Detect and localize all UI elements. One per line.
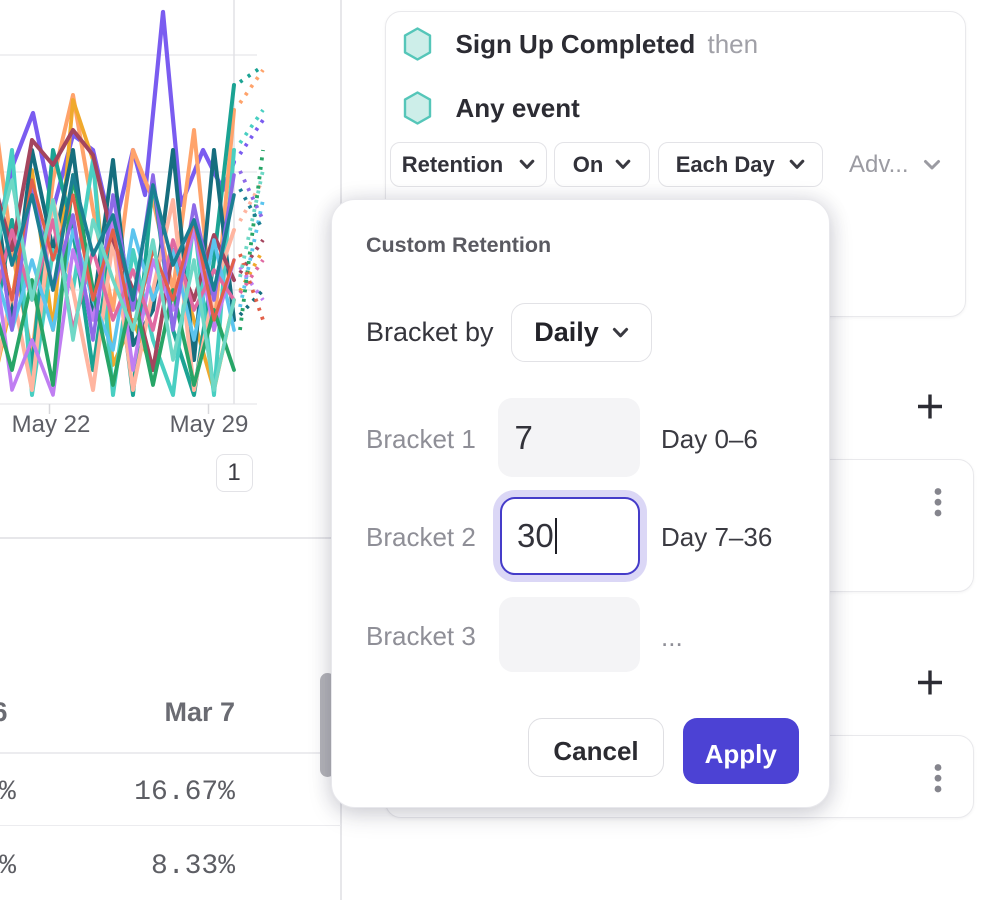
svg-text:May 29: May 29 <box>170 411 249 438</box>
svg-text:May 22: May 22 <box>12 411 91 438</box>
